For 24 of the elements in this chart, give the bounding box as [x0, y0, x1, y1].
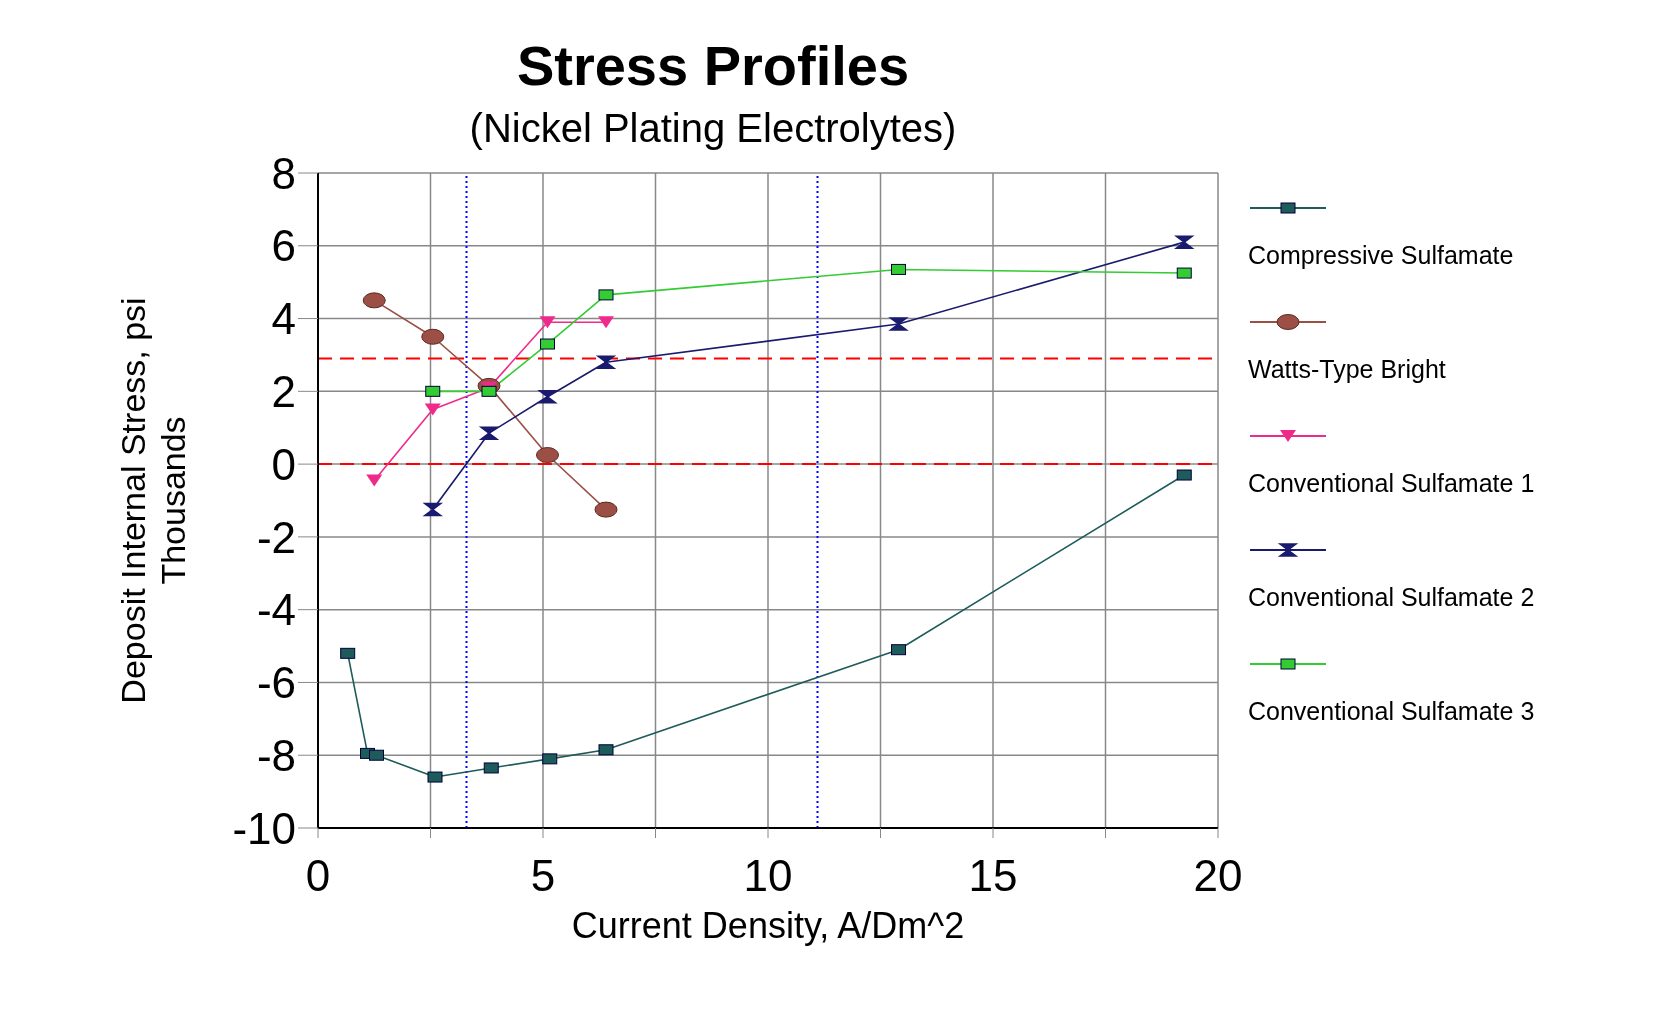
legend-label: Conventional Sulfamate 2 [1248, 582, 1535, 612]
chart-title: Stress Profiles [515, 33, 911, 98]
x-tick-label: 0 [305, 851, 331, 901]
legend-label: Compressive Sulfamate [1248, 240, 1515, 270]
legend-label: Conventional Sulfamate 3 [1248, 696, 1535, 726]
chart-subtitle: (Nickel Plating Electrolytes) [469, 106, 957, 150]
x-tick-label: 20 [1193, 851, 1243, 901]
y-tick-label: -8 [256, 730, 296, 780]
y-tick-label: 4 [271, 294, 296, 344]
legend-label: Watts-Type Bright [1248, 354, 1447, 384]
y-tick-label: -10 [232, 803, 296, 853]
y-tick-label: 6 [271, 221, 296, 271]
y-tick-label: -4 [256, 585, 296, 635]
y-tick-label: 0 [271, 439, 296, 489]
y-tick-label: 8 [271, 148, 296, 198]
y-tick-label: -6 [256, 658, 296, 708]
x-tick-label: 10 [743, 851, 793, 901]
legend-label: Conventional Sulfamate 1 [1248, 468, 1535, 498]
x-tick-label: 15 [968, 851, 1018, 901]
y-tick-label: -2 [256, 512, 296, 562]
y-axis-title: Deposit Internal Stress, psi Thousands [114, 297, 192, 704]
x-axis-title: Current Density, A/Dm^2 [571, 905, 965, 946]
x-tick-label: 5 [530, 851, 556, 901]
y-tick-label: 2 [271, 366, 296, 416]
